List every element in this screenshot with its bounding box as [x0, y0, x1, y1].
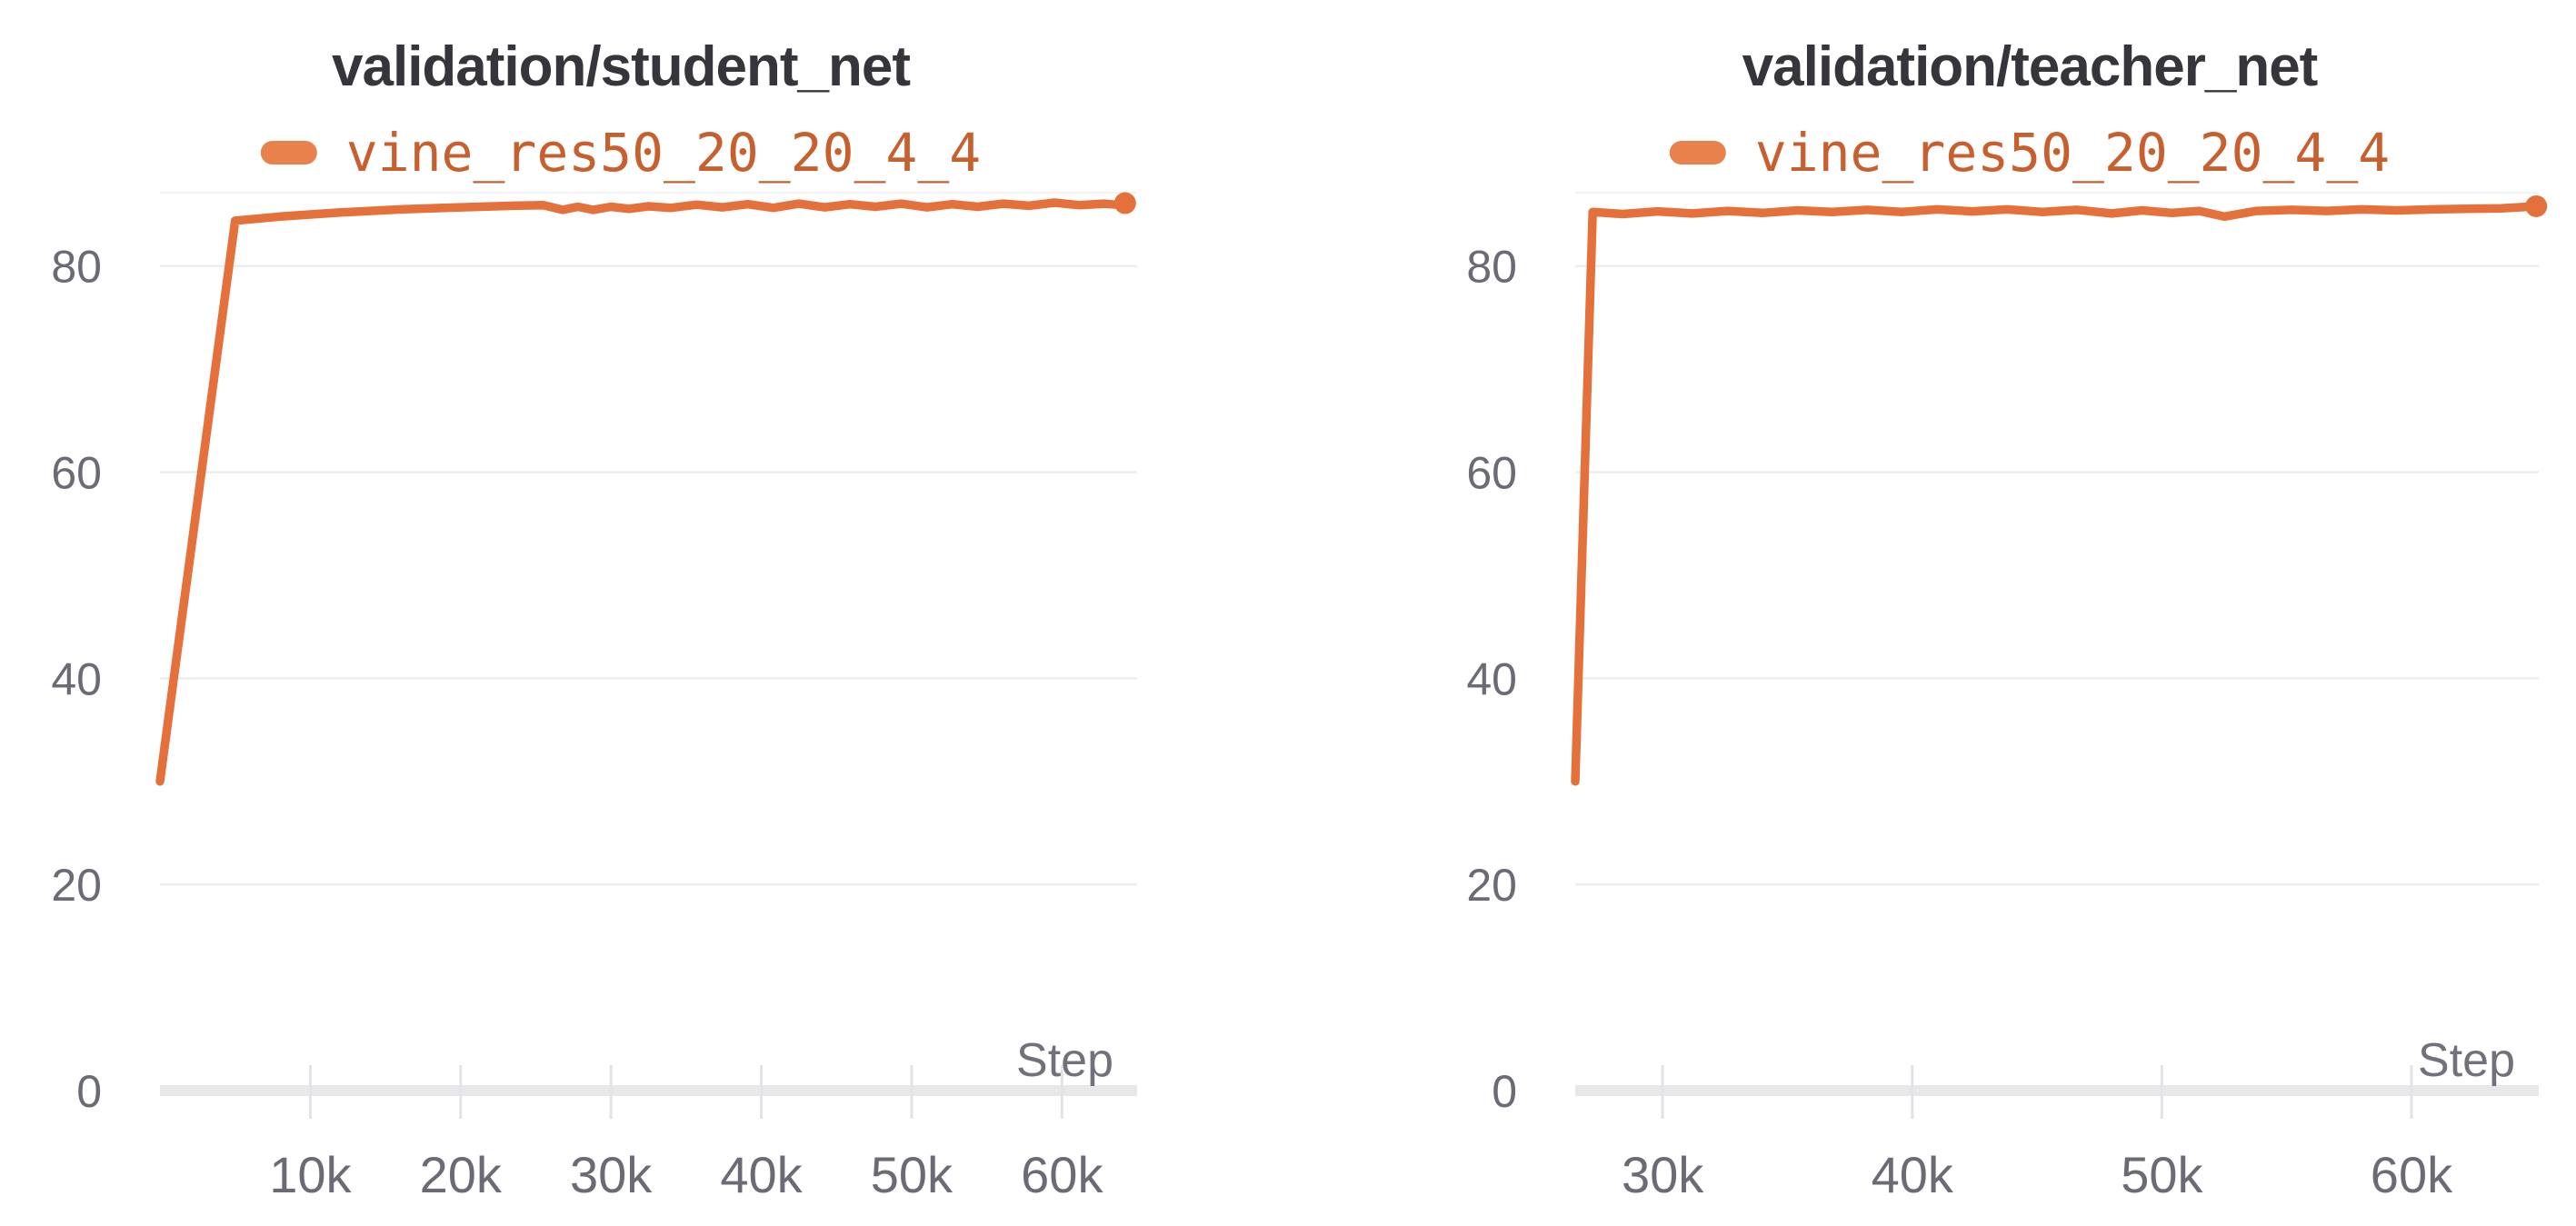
y-tick-label: 60	[1466, 448, 1517, 499]
x-axis-line	[1575, 1085, 2539, 1096]
x-tick-label: 50k	[2121, 1146, 2203, 1203]
chart-title: validation/teacher_net	[1742, 35, 2319, 98]
x-tick-label: 40k	[720, 1146, 803, 1203]
panel-header: validation/student_net vine_res50_20_20_…	[260, 31, 982, 184]
y-tick-label: 0	[1492, 1066, 1517, 1117]
x-tick-label: 60k	[2371, 1146, 2453, 1203]
x-tick-label: 50k	[871, 1146, 954, 1203]
x-tick-label: 30k	[1622, 1146, 1704, 1203]
y-tick-label: 60	[51, 448, 102, 499]
series-line	[155, 198, 1130, 786]
x-axis-title: Step	[2418, 1034, 2515, 1087]
x-tick-label: 60k	[1021, 1146, 1103, 1203]
line-chart-teacher-net[interactable]: 30k 40k 50k 60k 0 20 40 60 80 Step	[1288, 0, 2576, 1226]
y-tick-label: 80	[51, 242, 102, 293]
panel-validation-student-net[interactable]: validation/student_net vine_res50_20_20_…	[0, 0, 1288, 1226]
y-tick-label: 20	[51, 860, 102, 911]
legend-item[interactable]: vine_res50_20_20_4_4	[260, 121, 982, 184]
legend-run-label: vine_res50_20_20_4_4	[1754, 121, 2391, 184]
legend-swatch	[260, 141, 317, 165]
x-tick-label: 10k	[269, 1146, 352, 1203]
y-tick-label: 40	[1466, 653, 1517, 704]
series-end-dot	[2525, 194, 2548, 217]
legend-run-label: vine_res50_20_20_4_4	[345, 121, 982, 184]
x-tick-label: 20k	[420, 1146, 503, 1203]
x-tick-label: 30k	[570, 1146, 653, 1203]
y-tick-label: 20	[1466, 860, 1517, 911]
x-axis-line	[160, 1085, 1137, 1096]
line-chart-student-net[interactable]: 10k 20k 30k 40k 50k 60k 0 20 40 60 80 Step	[0, 0, 1288, 1226]
panel-header: validation/teacher_net vine_res50_20_20_…	[1669, 31, 2391, 184]
legend-item[interactable]: vine_res50_20_20_4_4	[1669, 121, 2391, 184]
chart-title: validation/student_net	[332, 35, 911, 98]
y-tick-label: 80	[1466, 242, 1517, 293]
y-tick-label: 0	[76, 1066, 102, 1117]
legend-swatch	[1669, 141, 1726, 165]
y-tick-label: 40	[51, 653, 102, 704]
series-end-dot	[1113, 192, 1136, 214]
panel-validation-teacher-net[interactable]: validation/teacher_net vine_res50_20_20_…	[1288, 0, 2576, 1226]
series-line	[1571, 202, 2541, 786]
x-tick-label: 40k	[1872, 1146, 1954, 1203]
x-axis-title: Step	[1016, 1034, 1113, 1087]
